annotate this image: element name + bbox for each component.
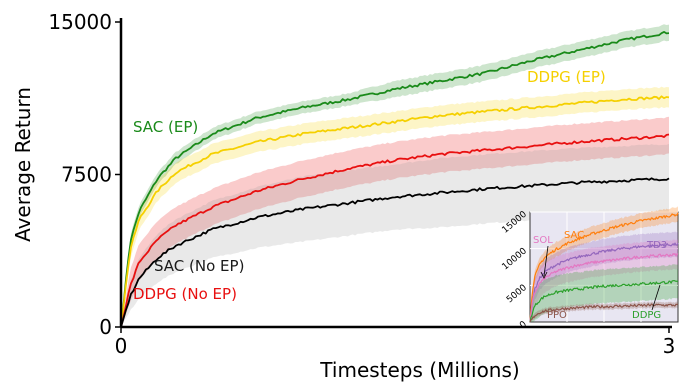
- line-ddpg-ep: [120, 95, 670, 328]
- main-labels: SAC (EP) DDPG (EP) DDPG (No EP) SAC (No EP): [133, 68, 606, 303]
- line-td3: [529, 242, 679, 323]
- x-tick-label-1: 3: [663, 334, 676, 358]
- main-lines: [120, 31, 670, 328]
- line-sac-no-ep: [120, 177, 670, 328]
- line-sac: [529, 212, 679, 323]
- x-tick-label-0: 0: [115, 334, 128, 358]
- band-ppo: [530, 301, 678, 322]
- x-axis-title: Timesteps (Millions): [319, 358, 519, 382]
- inset-series-label-sac: SAC: [564, 230, 584, 241]
- band-ddpg: [530, 264, 678, 322]
- inset-arrowhead-sol: [540, 271, 548, 279]
- y-tick-label-2: 15000: [48, 10, 112, 34]
- band-sac-no-ep: [121, 143, 669, 327]
- line-ddpg-no-ep: [120, 133, 670, 328]
- line-sac-ep: [120, 31, 670, 328]
- inset-series-label-sol: SOL: [533, 235, 553, 246]
- series-label-sac-no-ep: SAC (No EP): [154, 257, 244, 275]
- inset-arrow-sol: [543, 245, 549, 277]
- main-bands: [121, 24, 669, 327]
- inset-series-label-td3: TD3: [646, 240, 667, 251]
- inset-y-tick-label-0: 0: [518, 319, 529, 331]
- band-ddpg-ep: [121, 86, 669, 327]
- y-tick-label-0: 0: [99, 315, 112, 339]
- inset-arrow-ddpg: [651, 284, 661, 311]
- inset-series-label-ppo: PPO: [547, 310, 567, 321]
- line-ddpg: [529, 280, 679, 323]
- series-label-ddpg-no-ep: DDPG (No EP): [133, 285, 237, 303]
- y-axis-title: Average Return: [11, 87, 35, 242]
- series-label-sac-ep: SAC (EP): [133, 118, 198, 136]
- inset-lines: [529, 212, 679, 323]
- main-axes: 0 7500 15000 0 3 Timesteps (Millions) Average …: [11, 10, 675, 382]
- y-tick-label-1: 7500: [61, 163, 112, 187]
- band-sac-ep: [121, 24, 669, 327]
- line-sol: [529, 253, 679, 323]
- inset-series-label-ddpg: DDPG: [632, 310, 661, 321]
- series-label-ddpg-ep: DDPG (EP): [527, 68, 606, 86]
- band-ddpg-no-ep: [121, 116, 669, 327]
- band-td3: [530, 231, 678, 322]
